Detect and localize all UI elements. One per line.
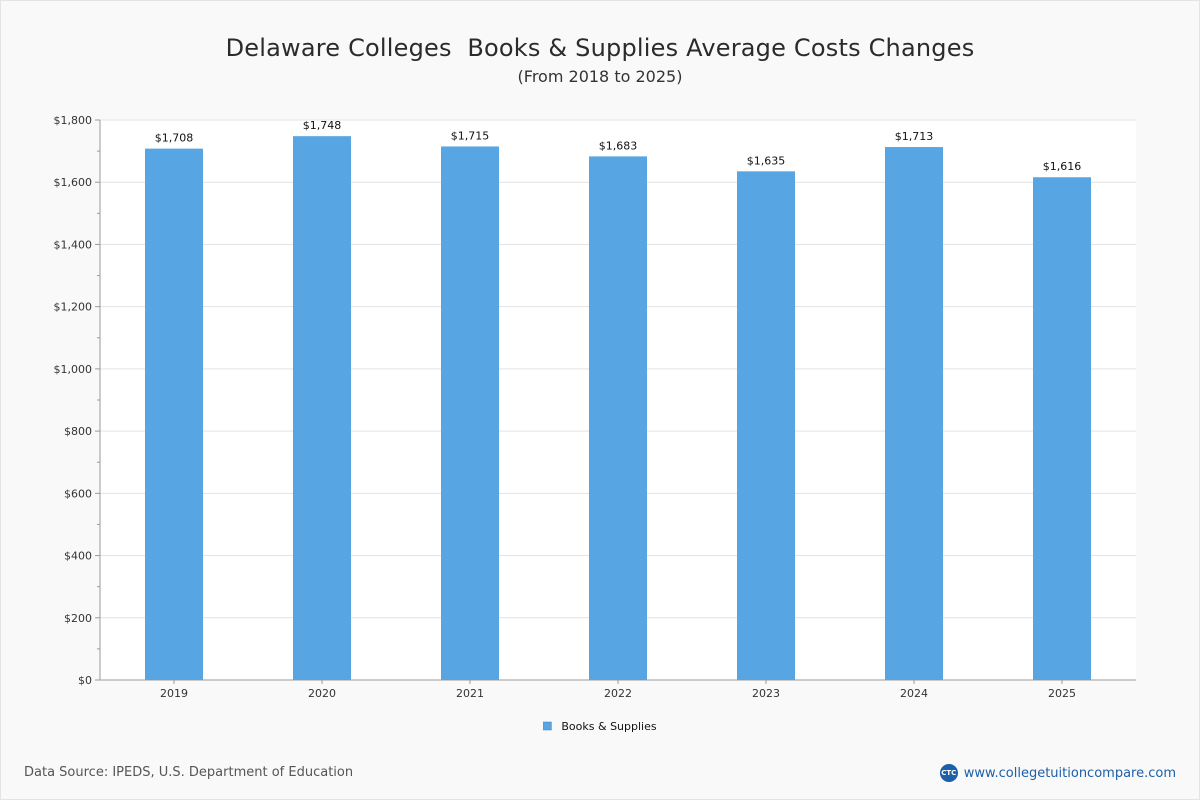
bar-2019	[145, 148, 203, 681]
y-tick-label: $1,600	[54, 176, 93, 189]
bar-2024	[885, 147, 943, 681]
y-tick-label: $1,800	[54, 114, 93, 127]
data-label: $1,635	[747, 154, 786, 167]
y-tick-label: $400	[64, 550, 92, 563]
x-tick-label: 2021	[456, 687, 484, 700]
legend-label: Books & Supplies	[561, 720, 656, 733]
x-tick-label: 2022	[604, 687, 632, 700]
data-label: $1,715	[451, 129, 490, 142]
bar-2021	[441, 146, 499, 680]
y-tick-label: $0	[78, 674, 92, 687]
x-tick-label: 2023	[752, 687, 780, 700]
site-logo-icon: CTC	[939, 764, 958, 782]
data-source-note: Data Source: IPEDS, U.S. Department of E…	[24, 765, 354, 780]
bar-2025	[1033, 177, 1091, 680]
data-label: $1,748	[303, 119, 342, 132]
data-label: $1,708	[155, 132, 194, 145]
site-url[interactable]: www.collegetuitioncompare.com	[963, 765, 1176, 781]
data-label: $1,713	[895, 130, 934, 143]
bar-2020	[293, 136, 351, 680]
chart-subtitle: (From 2018 to 2025)	[517, 67, 683, 86]
legend-swatch	[543, 721, 552, 731]
x-tick-label: 2019	[160, 687, 188, 700]
chart-title: Delaware Colleges Books & Supplies Avera…	[225, 34, 975, 62]
y-tick-label: $1,200	[54, 301, 93, 314]
y-tick-label: $600	[64, 487, 92, 500]
x-tick-label: 2025	[1048, 687, 1076, 700]
y-tick-label: $800	[64, 425, 92, 438]
y-tick-label: $1,000	[54, 363, 93, 376]
data-label: $1,616	[1043, 160, 1082, 173]
y-tick-label: $200	[64, 612, 92, 625]
x-tick-label: 2024	[900, 687, 928, 700]
bar-2022	[589, 156, 647, 680]
y-tick-label: $1,400	[54, 238, 93, 251]
x-tick-label: 2020	[308, 687, 336, 700]
site-link[interactable]: CTC www.collegetuitioncompare.com	[939, 764, 1176, 782]
bar-2023	[737, 171, 795, 681]
data-label: $1,683	[599, 139, 638, 152]
